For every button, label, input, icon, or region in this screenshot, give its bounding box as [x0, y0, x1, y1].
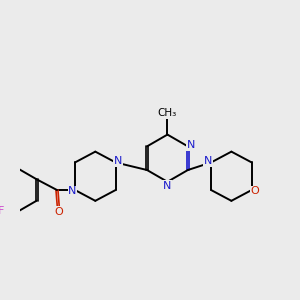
- Text: F: F: [0, 206, 5, 216]
- Text: N: N: [68, 186, 76, 196]
- Text: O: O: [54, 207, 63, 217]
- Text: O: O: [250, 186, 260, 196]
- Text: N: N: [163, 181, 171, 191]
- Text: N: N: [204, 156, 212, 166]
- Text: N: N: [187, 140, 195, 150]
- Text: CH₃: CH₃: [158, 108, 177, 118]
- Text: N: N: [114, 156, 122, 166]
